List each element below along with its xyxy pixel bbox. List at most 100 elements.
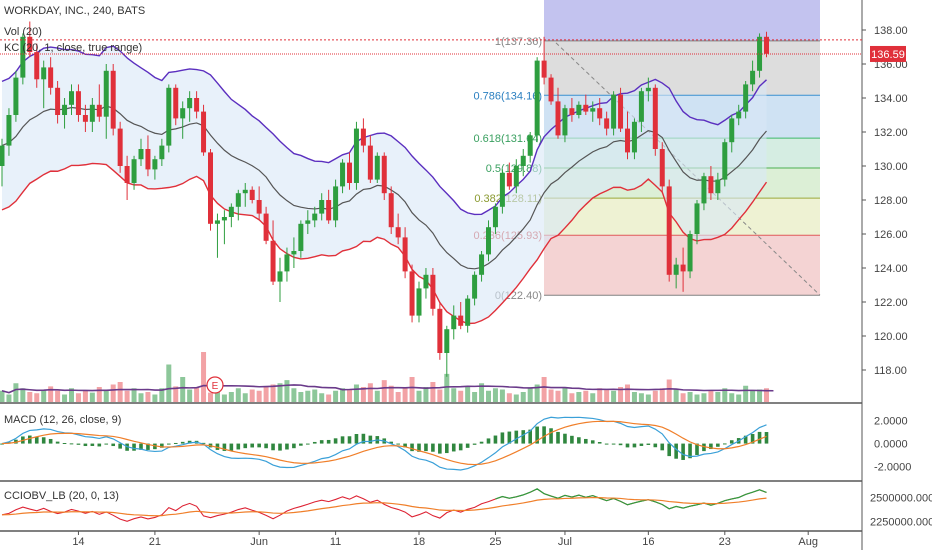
volume-bar [62,394,68,402]
volume-bar [444,373,450,402]
volume-bar [381,380,387,402]
candle-body [423,274,429,289]
volume-bar [6,394,12,402]
price-tick-label: 128.00 [874,195,908,207]
volume-bar [347,389,352,402]
volume-bar [131,388,137,402]
volume-bar [319,393,325,402]
candle-body [180,108,186,119]
candle [708,166,714,200]
macd-histogram-bar [83,443,88,447]
price-tick-label: 122.00 [874,297,908,309]
candle [41,60,47,109]
earnings-label: E [212,381,219,392]
candle [715,172,721,200]
candle [583,94,589,115]
volume-bar [34,393,40,402]
macd-histogram-bar [618,443,623,446]
macd-histogram-bar [563,433,567,444]
candle-body [520,155,526,166]
macd-histogram-bar [104,443,109,445]
candle [555,87,561,139]
candle [159,138,165,166]
candle-body [513,166,519,187]
candle [214,213,220,258]
macd-histogram-bar [549,428,553,444]
volume-bar [214,390,220,402]
macd-histogram-bar [514,430,519,444]
macd-histogram-bar [528,429,532,444]
macd-histogram-bar [458,443,463,451]
macd-legend[interactable]: MACD (12, 26, close, 9) [4,414,121,426]
candle-body [208,152,213,224]
volume-bar [764,388,769,402]
candle-body [367,145,373,180]
candle-body [173,87,179,119]
macd-histogram-bar [445,443,449,454]
volume-bar [458,390,464,402]
x-tick-label: 11 [330,536,341,548]
candle-body [138,149,144,160]
macd-histogram-bar [709,443,713,450]
volume-bar [96,387,102,402]
volume-bar [173,386,179,402]
candle-body [256,200,262,214]
candle-body [27,36,33,53]
cciobv-orange-line [1,496,767,517]
cciobv-legend[interactable]: CCIOBV_LB (20, 0, 13) [4,490,119,502]
volume-bar [416,390,422,402]
candle-body [201,111,207,153]
kc-legend[interactable]: KC (20, 1, close, true range) [4,42,142,54]
candle [673,257,679,289]
candle-body [152,159,158,170]
candle-body [75,91,81,115]
candle-body [333,186,339,221]
macd-histogram-bar [681,443,685,460]
volume-bars [0,352,774,402]
macd-histogram-bar [180,441,185,444]
candle-body [750,70,756,85]
candle-body [576,104,582,115]
macd-histogram-bar [264,443,268,449]
volume-bar [541,377,547,402]
volume-bar [159,388,165,402]
last-price-tag: 136.59 [870,45,906,62]
candle [249,186,255,204]
volume-bar [736,394,742,402]
candle-body [458,315,464,326]
candle [625,111,630,160]
candle [743,81,749,119]
candle [492,203,498,234]
candle [590,101,596,122]
earnings-marker[interactable]: E [206,376,224,394]
macd-tick-label: 0.0000 [874,439,908,451]
macd-histogram-bar [757,431,762,444]
macd-histogram-bar [597,441,602,444]
candle [458,302,464,330]
price-tick-label: 134.00 [874,93,908,105]
vol-legend[interactable]: Vol (20) [4,26,42,38]
candle-body [492,206,498,228]
volume-bar [0,390,5,402]
candle [117,121,123,173]
macd-histogram-bar [521,430,526,444]
candle [48,57,54,95]
candle [465,295,471,333]
candle [75,84,81,122]
candle [89,98,95,132]
volume-bar [479,383,485,402]
candle [527,132,533,163]
volume-bar [513,394,519,402]
candle-body [312,213,318,221]
candle [340,159,346,194]
macd-histogram-bar [361,433,366,444]
candle [423,268,429,299]
candle [395,213,401,245]
volume-bar [69,388,74,402]
chart-title[interactable]: WORKDAY, INC., 240, BATS [4,5,145,17]
macd-histogram-bar [48,438,53,444]
x-tick-label: 21 [149,536,161,548]
candle [736,104,742,126]
candle-body [374,155,380,180]
